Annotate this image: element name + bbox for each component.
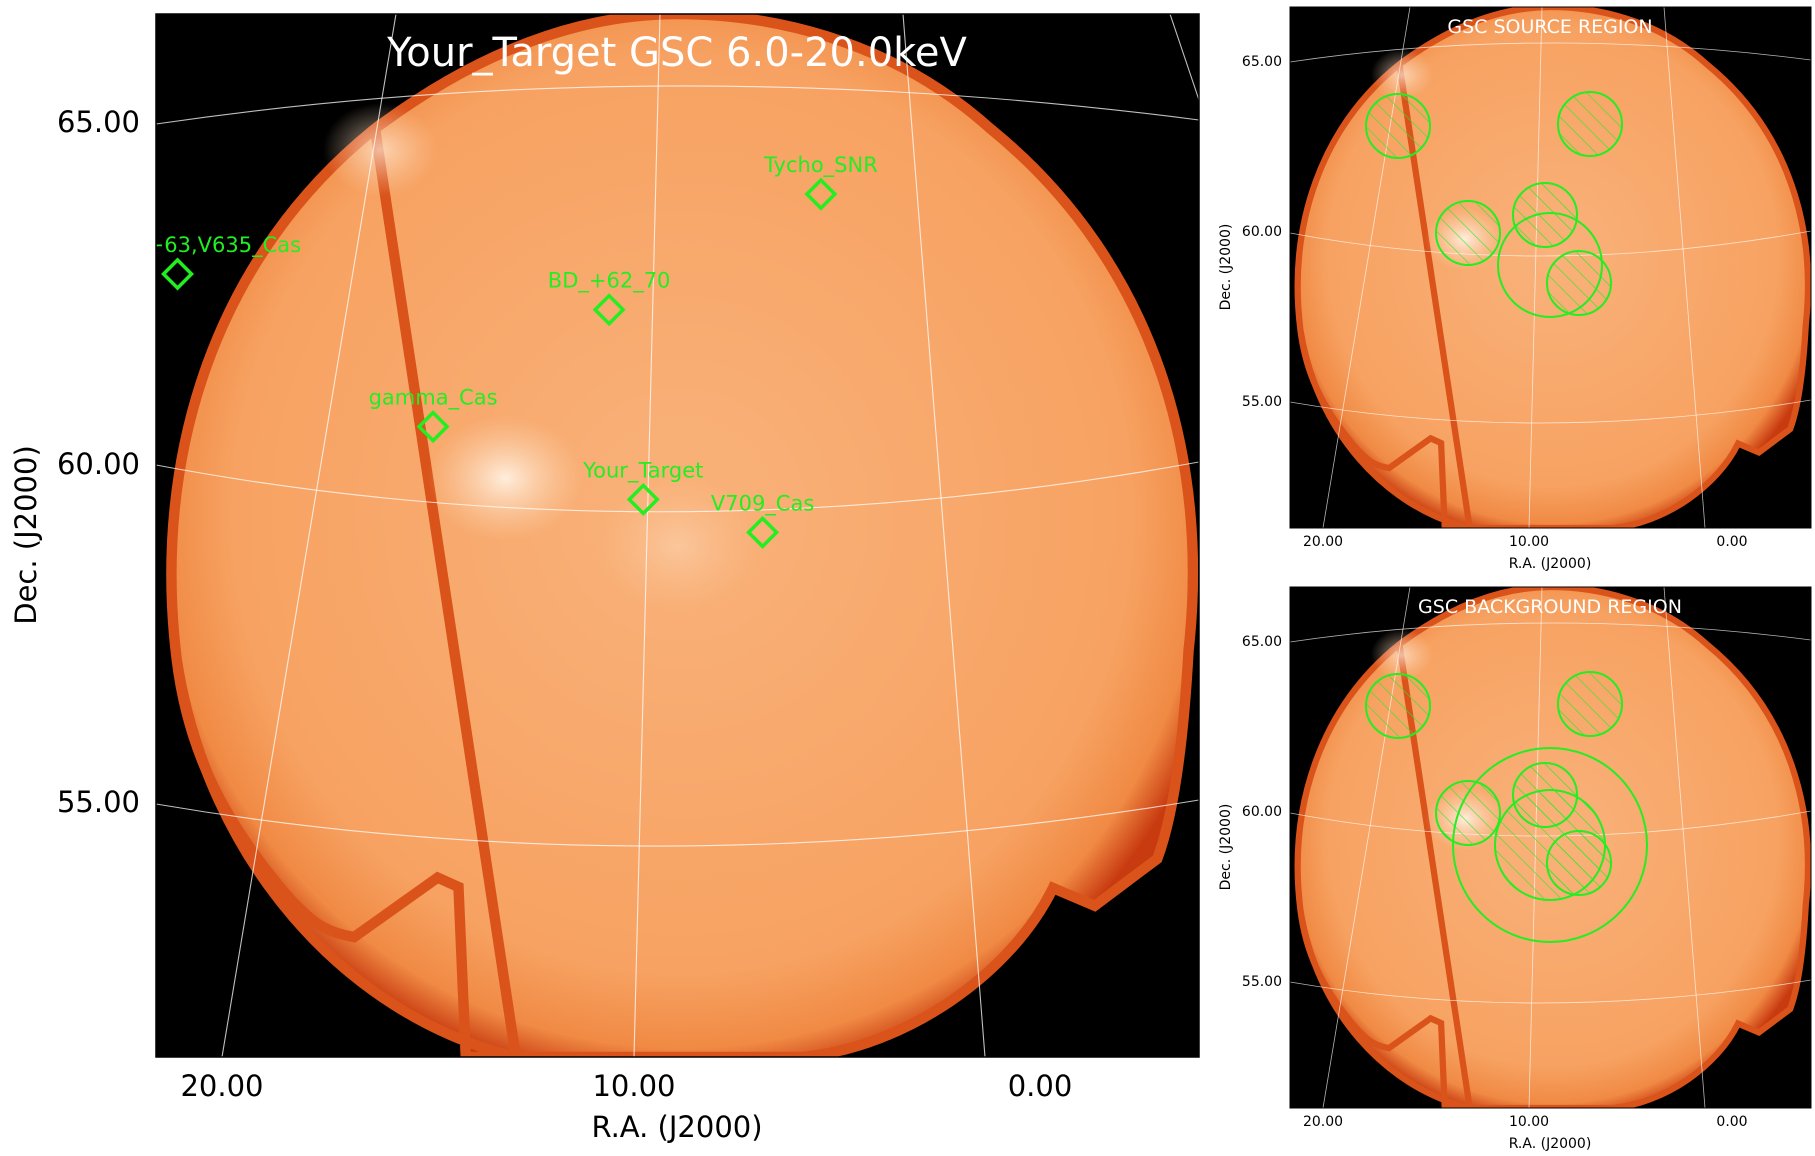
grid-dec-60 [156, 461, 1199, 513]
grid-ra-5 [902, 14, 986, 1057]
source-label-3: gamma_Cas [369, 386, 498, 411]
background-frame [1289, 586, 1812, 1109]
main-frame [155, 13, 1200, 1058]
source-region-excluded-2 [1557, 91, 1623, 157]
source-marker-5 [746, 515, 780, 549]
main-y-tick-65: 65.00 [57, 105, 140, 139]
source-label-1: Tycho_SNR [763, 153, 878, 178]
background-x-tick-10: 10.00 [1509, 1114, 1549, 1130]
main-title: Your_Target GSC 6.0-20.0keV [386, 30, 967, 76]
source-y-tick-55: 55.00 [1242, 394, 1282, 410]
source-frame [1289, 6, 1812, 529]
main-bright-spot-corner [322, 102, 438, 197]
background-y-tick-60: 60.00 [1242, 804, 1282, 820]
source-y-tick-60: 60.00 [1242, 224, 1282, 240]
background-region-excluded-2 [1557, 671, 1623, 737]
grid-dec-65 [156, 85, 1199, 125]
background-region-excluded-1 [1365, 673, 1431, 739]
main-source-markers: 4U_0115+63,V635_Cas Tycho_SNR BD_+62_70gam… [54, 153, 878, 549]
main-x-tick-10: 10.00 [592, 1069, 675, 1103]
background-x-tick-20: 20.00 [1303, 1114, 1343, 1130]
main-x-label: R.A. (J2000) [591, 1110, 762, 1144]
background-title: GSC BACKGROUND REGION [1418, 596, 1682, 618]
main-bright-spot-gamma-cas [427, 415, 584, 541]
background-y-tick-55: 55.00 [1242, 974, 1282, 990]
background-region-annulus-outer [1452, 747, 1648, 943]
grid-ra-0 [1169, 14, 1199, 101]
source-region-excluded-3 [1512, 182, 1578, 248]
source-x-tick-0: 0.00 [1716, 534, 1747, 550]
background-y-tick-65: 65.00 [1242, 634, 1282, 650]
source-marker-3 [416, 410, 450, 444]
main-x-tick-20: 20.00 [180, 1069, 263, 1103]
source-marker-2 [592, 293, 626, 327]
main-y-label: Dec. (J2000) [9, 445, 43, 625]
background-panel: GSC BACKGROUND REGION 20.00 10.00 0.00 6… [1218, 586, 1812, 1152]
main-y-tick-55: 55.00 [57, 785, 140, 819]
source-marker-1 [804, 177, 838, 211]
grid-ra-20 [221, 14, 397, 1057]
source-region-excluded-5 [1546, 250, 1612, 316]
main-panel: 4U_0115+63,V635_Cas Tycho_SNR BD_+62_70gam… [9, 13, 1200, 1144]
source-region-excluded-4 [1435, 200, 1501, 266]
main-y-tick-60: 60.00 [57, 447, 140, 481]
source-label-0: 4U_0115+63,V635_Cas [54, 233, 301, 258]
source-bright-spot-corner [1370, 48, 1434, 101]
source-label-4: Your_Target [582, 458, 703, 483]
source-marker-4 [626, 482, 660, 516]
source-x-label: R.A. (J2000) [1509, 556, 1592, 572]
source-region-excluded-1 [1365, 93, 1431, 159]
main-grid [156, 14, 1199, 1057]
background-x-label: R.A. (J2000) [1509, 1136, 1592, 1152]
source-x-tick-20: 20.00 [1303, 534, 1343, 550]
source-x-tick-10: 10.00 [1509, 534, 1549, 550]
source-y-label: Dec. (J2000) [1218, 224, 1234, 311]
main-x-tick-0: 0.00 [1008, 1069, 1073, 1103]
source-y-tick-65: 65.00 [1242, 54, 1282, 70]
source-panel: GSC SOURCE REGION 20.00 10.00 0.00 65.00… [1218, 6, 1812, 572]
grid-ra-10 [633, 14, 661, 1057]
background-x-tick-0: 0.00 [1716, 1114, 1747, 1130]
source-label-5: V709_Cas [711, 491, 814, 516]
source-regions [1365, 91, 1623, 318]
background-bright-spot-corner [1370, 628, 1434, 681]
background-regions [1365, 671, 1648, 943]
background-y-label: Dec. (J2000) [1218, 804, 1234, 891]
grid-dec-55 [156, 799, 1199, 847]
source-title: GSC SOURCE REGION [1447, 16, 1652, 38]
background-region-excluded-5 [1546, 830, 1612, 896]
source-label-2: BD_+62_70 [548, 269, 671, 294]
background-region-excluded-3 [1435, 780, 1501, 846]
source-marker-0 [161, 257, 194, 291]
